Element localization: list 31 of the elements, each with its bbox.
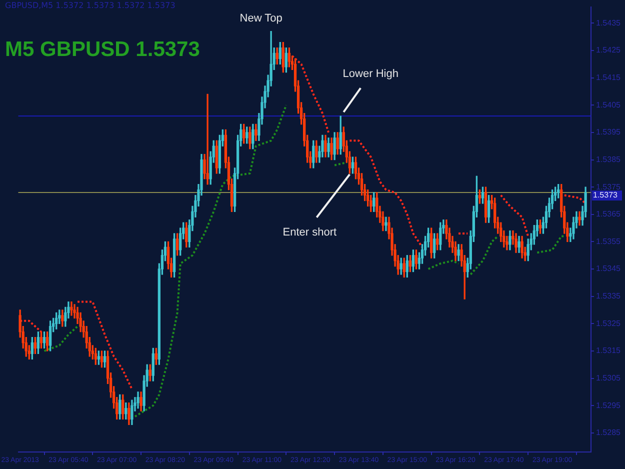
y-tick-label: 1.5385 — [596, 154, 622, 164]
y-tick-label: 1.5415 — [596, 73, 622, 82]
y-tick-label: 1.5305 — [596, 373, 622, 382]
chart-subtitle: GBPUSD,M5 1.5372 1.5373 1.5372 1.5373 — [5, 1, 176, 10]
y-tick-label: 1.5345 — [596, 264, 622, 274]
y-tick-label: 1.5425 — [596, 46, 622, 55]
line-series — [500, 194, 530, 238]
y-tick-label: 1.5355 — [596, 236, 622, 246]
y-tick-label: 1.5395 — [596, 128, 622, 137]
annotation: Enter short — [282, 226, 337, 238]
y-tick-label: 1.5285 — [596, 428, 622, 438]
y-tick-label: 1.5435 — [596, 18, 622, 28]
annotation: Lower High — [342, 68, 398, 80]
text: M5 GBPUSD 1.5373 — [5, 38, 200, 62]
y-tick-label: 1.5375 — [596, 182, 622, 192]
line-series — [348, 140, 424, 248]
candlestick — [578, 211, 581, 226]
y-tick-label: 1.5295 — [596, 400, 622, 410]
line-series — [43, 325, 79, 352]
ref-line-label: 1.5373 — [593, 190, 618, 200]
annotation: New Top — [240, 12, 282, 24]
y-tick-label: 1.5335 — [596, 292, 622, 301]
line-series — [291, 54, 330, 134]
y-tick-label: 1.5405 — [596, 100, 622, 110]
line-series — [470, 235, 499, 276]
line-series — [76, 300, 133, 390]
y-tick-label: 1.5365 — [596, 210, 622, 219]
candlestick — [70, 301, 73, 316]
y-tick-label: 1.5315 — [596, 346, 622, 356]
candlestick — [206, 94, 209, 185]
y-tick-label: 1.5325 — [596, 318, 622, 328]
